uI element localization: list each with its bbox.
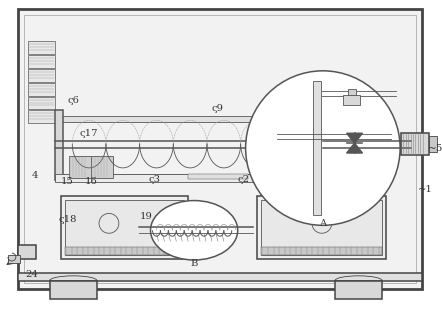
Bar xyxy=(401,133,429,155)
Bar xyxy=(55,174,352,180)
Text: ς17: ς17 xyxy=(80,129,98,138)
Ellipse shape xyxy=(151,201,238,260)
Bar xyxy=(429,136,437,152)
Bar xyxy=(348,89,356,95)
Bar xyxy=(66,200,184,255)
Text: 24: 24 xyxy=(25,270,38,279)
Bar xyxy=(55,174,323,182)
Bar xyxy=(188,174,248,179)
Bar xyxy=(28,97,55,110)
Bar xyxy=(18,273,422,281)
Bar xyxy=(50,281,97,299)
Bar xyxy=(28,41,55,54)
Bar xyxy=(313,81,321,215)
Bar xyxy=(28,69,55,82)
Bar xyxy=(18,245,35,259)
Text: 16: 16 xyxy=(85,177,97,186)
Polygon shape xyxy=(346,143,362,153)
Bar xyxy=(55,116,352,122)
Bar xyxy=(261,247,382,255)
Text: ς9: ς9 xyxy=(212,104,224,113)
Text: 19: 19 xyxy=(140,212,153,221)
Bar xyxy=(8,255,20,263)
Circle shape xyxy=(245,71,400,225)
Bar xyxy=(62,196,188,259)
Text: 4: 4 xyxy=(31,171,38,180)
Text: A: A xyxy=(319,219,326,228)
Text: 15: 15 xyxy=(61,177,74,186)
Text: ς2: ς2 xyxy=(237,175,249,184)
Bar xyxy=(69,156,91,178)
Bar xyxy=(28,110,55,123)
Bar xyxy=(343,95,361,105)
Text: ς18: ς18 xyxy=(58,215,77,224)
Text: ~5: ~5 xyxy=(428,144,443,153)
Bar xyxy=(257,196,386,259)
Bar xyxy=(28,83,55,95)
Bar xyxy=(55,110,63,180)
Bar xyxy=(319,110,327,180)
Bar xyxy=(335,281,382,299)
Bar xyxy=(24,15,416,283)
Polygon shape xyxy=(346,133,362,143)
Text: B: B xyxy=(190,260,198,268)
Bar xyxy=(66,247,184,255)
Bar xyxy=(261,200,382,255)
Bar xyxy=(295,156,325,178)
Bar xyxy=(28,55,55,68)
Text: ς6: ς6 xyxy=(67,96,79,105)
Bar xyxy=(91,156,113,178)
Text: ~1: ~1 xyxy=(419,185,433,194)
Text: ς3: ς3 xyxy=(148,175,160,184)
